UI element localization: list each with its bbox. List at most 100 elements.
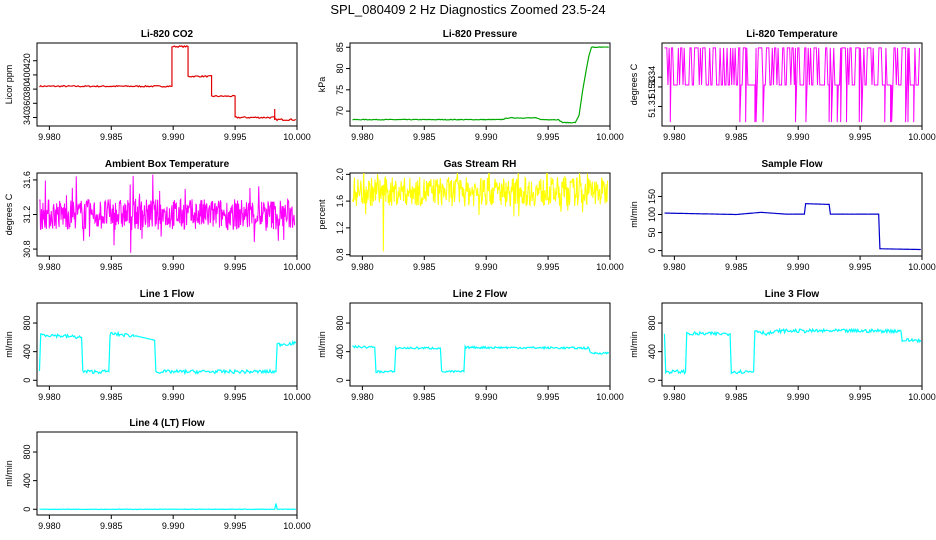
panel-2-plot-frame	[349, 42, 611, 127]
panel-10-y-axis-label: ml/min	[4, 460, 14, 487]
panel-5-y-tick-label: 1.2	[335, 222, 345, 235]
panel-3-x-tick-label: 9.990	[787, 132, 810, 142]
panel-6-x-tick-label: 9.995	[849, 262, 872, 272]
panel-10-data	[39, 503, 296, 511]
panel-3-y-axis-label: degrees C	[629, 63, 639, 105]
panel-3-x-tick-label: 9.980	[663, 132, 686, 142]
panel-10-y-tick-label: 800	[22, 445, 32, 460]
panel-9-y-tick-label: 800	[647, 316, 657, 331]
panel-9-data	[663, 327, 922, 376]
panel-2-y-tick-label: 80	[335, 64, 345, 74]
figure-title: SPL_080409 2 Hz Diagnostics Zoomed 23.5-…	[330, 2, 606, 17]
panel-5-plot-frame	[349, 172, 611, 257]
chart-panel-5: Gas Stream RH 9.980 9.985 9.990 9.995 10.000 0…	[317, 159, 624, 272]
panel-1-y-tick-label: 360	[22, 96, 32, 111]
panel-10-plot-frame	[36, 431, 298, 516]
panel-4-title: Ambient Box Temperature	[105, 159, 230, 170]
panel-6-series-line	[664, 203, 921, 251]
panel-4-x-tick-label: 9.985	[100, 262, 123, 272]
panel-1-title: Li-820 CO2	[141, 29, 194, 40]
chart-panel-3: Li-820 Temperature 9.980 9.985 9.990 9.995 10…	[629, 29, 936, 142]
panel-4-series-line	[39, 174, 296, 253]
panel-1-x-tick-label: 10.000	[283, 132, 311, 142]
panel-7-y-tick-label: 400	[22, 344, 32, 359]
panel-7-y-tick-label: 0	[22, 378, 32, 383]
panel-8-series-line	[352, 344, 610, 374]
panel-7-data	[38, 330, 297, 376]
panel-9-plot-frame	[661, 302, 923, 387]
panel-6-y-tick-label: 50	[647, 228, 657, 238]
panel-3-data	[664, 47, 921, 123]
panel-10-title: Line 4 (LT) Flow	[129, 418, 205, 429]
panel-4-x-tick-label: 9.995	[224, 262, 247, 272]
panel-9-y-tick-label: 400	[647, 344, 657, 359]
panel-7-plot-frame	[36, 302, 298, 387]
panel-6-x-tick-label: 10.000	[908, 262, 936, 272]
panel-6-title: Sample Flow	[761, 159, 822, 170]
panel-9-title: Line 3 Flow	[765, 289, 820, 300]
panel-10-x-tick-label: 9.980	[38, 521, 61, 531]
panel-2-y-tick-label: 85	[335, 42, 345, 52]
panel-5-x-tick-label: 9.990	[475, 262, 498, 272]
panel-6-y-tick-label: 150	[647, 189, 657, 204]
panel-1-y-axis-label: Licor ppm	[4, 65, 14, 105]
panel-5-title: Gas Stream RH	[444, 159, 517, 170]
panel-7-x-tick-label: 9.985	[100, 392, 123, 402]
panel-8-x-tick-label: 9.985	[413, 392, 436, 402]
panel-10-y-tick-label: 400	[22, 473, 32, 488]
panel-5-series-line	[352, 173, 609, 252]
panel-3-y-tick-label: 51.34	[647, 66, 657, 89]
panel-7-title: Line 1 Flow	[140, 289, 195, 300]
panel-4-y-axis-label: degrees C	[4, 193, 14, 235]
panel-2-x-tick-label: 9.985	[413, 132, 436, 142]
panel-1-y-tick-label: 380	[22, 82, 32, 97]
panel-9-x-tick-label: 10.000	[908, 392, 936, 402]
panel-5-x-tick-label: 10.000	[596, 262, 624, 272]
chart-panel-2: Li-820 Pressure 9.980 9.985 9.990 9.995 10.00…	[317, 29, 624, 142]
panel-7-x-tick-label: 9.980	[38, 392, 61, 402]
panel-4-x-tick-label: 9.980	[38, 262, 61, 272]
panel-5-y-tick-label: 0.8	[335, 248, 345, 261]
panel-2-y-axis-label: kPa	[317, 77, 327, 93]
panel-3-plot-frame	[661, 42, 923, 127]
panel-1-y-tick-label: 340	[22, 110, 32, 125]
panel-1-x-tick-label: 9.985	[100, 132, 123, 142]
panel-9-x-tick-label: 9.980	[663, 392, 686, 402]
panel-2-data	[352, 46, 609, 124]
panel-1-data	[39, 45, 297, 122]
panel-3-y-tick-label: 51.31	[647, 95, 657, 118]
panel-9-x-tick-label: 9.995	[849, 392, 872, 402]
panel-7-y-axis-label: ml/min	[4, 331, 14, 358]
panel-9-series-line	[663, 327, 922, 376]
panel-7-y-tick-label: 800	[22, 316, 32, 331]
panel-3-series-line	[664, 47, 921, 123]
panel-3-y-tick-label: 51.33	[647, 76, 657, 99]
panel-3-x-tick-label: 9.985	[725, 132, 748, 142]
panel-3-x-tick-label: 10.000	[908, 132, 936, 142]
panel-2-x-tick-label: 9.980	[351, 132, 374, 142]
chart-panel-10: Line 4 (LT) Flow 9.980 9.985 9.990 9.995 10.0…	[4, 418, 311, 531]
panel-1-y-tick-label: 420	[22, 53, 32, 68]
panel-1-x-tick-label: 9.990	[162, 132, 185, 142]
panel-5-data	[352, 173, 609, 252]
panel-7-x-tick-label: 9.990	[162, 392, 185, 402]
chart-panel-9: Line 3 Flow 9.980 9.985 9.990 9.995 10.000 0 40…	[629, 289, 936, 402]
panel-1-x-tick-label: 9.980	[38, 132, 61, 142]
panel-4-data	[39, 174, 296, 253]
panel-8-y-tick-label: 0	[335, 378, 345, 383]
panel-8-y-axis-label: ml/min	[317, 331, 327, 358]
chart-panel-6: Sample Flow 9.980 9.985 9.990 9.995 10.000 0 50…	[629, 159, 936, 272]
panel-2-title: Li-820 Pressure	[443, 29, 518, 40]
panel-4-y-tick-label: 31.6	[22, 171, 32, 189]
panel-5-x-tick-label: 9.995	[537, 262, 560, 272]
panel-7-series-line	[38, 330, 297, 376]
panel-1-x-tick-label: 9.995	[224, 132, 247, 142]
panel-6-y-tick-label: 0	[647, 248, 657, 253]
panel-2-x-tick-label: 9.990	[475, 132, 498, 142]
panel-1-plot-frame	[36, 42, 298, 127]
panel-5-x-tick-label: 9.985	[413, 262, 436, 272]
panel-10-x-tick-label: 9.985	[100, 521, 123, 531]
panel-6-y-tick-label: 100	[647, 207, 657, 222]
panel-7-x-tick-label: 9.995	[224, 392, 247, 402]
